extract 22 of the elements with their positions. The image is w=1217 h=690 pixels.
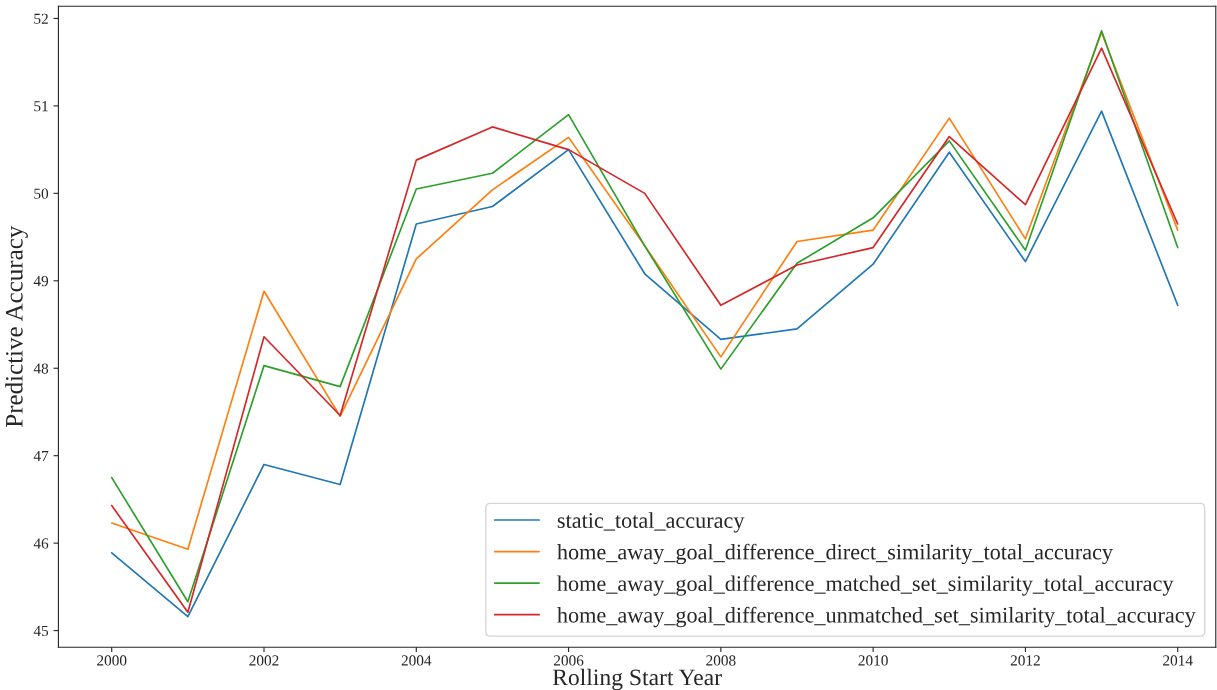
y-tick-label: 49 <box>33 275 49 287</box>
x-tick-label: 2008 <box>706 655 736 666</box>
x-tick-label: 2014 <box>1163 655 1193 666</box>
legend-label: home_away_goal_difference_unmatched_set_similarity_total_accuracy <box>557 606 1196 628</box>
x-tick-label: 2004 <box>401 655 432 666</box>
x-tick-label: 2006 <box>553 655 584 666</box>
y-axis-title: Predictive Accuracy <box>5 225 28 427</box>
x-tick-label: 2010 <box>858 655 888 666</box>
y-tick-label: 52 <box>34 13 48 24</box>
y-tick-label: 47 <box>33 450 49 461</box>
legend-label: home_away_goal_difference_direct_similarity_total_accuracy <box>557 543 1113 565</box>
y-tick-label: 46 <box>33 538 49 549</box>
x-tick-label: 2000 <box>97 655 127 666</box>
legend-label: static_total_accuracy <box>557 512 745 533</box>
x-tick-label: 2002 <box>249 655 279 666</box>
x-tick-label: 2012 <box>1010 655 1040 666</box>
x-axis-title: Rolling Start Year <box>552 668 722 690</box>
y-tick-label: 45 <box>33 625 49 637</box>
y-tick-label: 50 <box>34 188 49 199</box>
y-tick-label: 48 <box>33 363 49 374</box>
y-tick-label: 51 <box>34 101 48 112</box>
legend-label: home_away_goal_difference_matched_set_similarity_total_accuracy <box>557 575 1174 596</box>
